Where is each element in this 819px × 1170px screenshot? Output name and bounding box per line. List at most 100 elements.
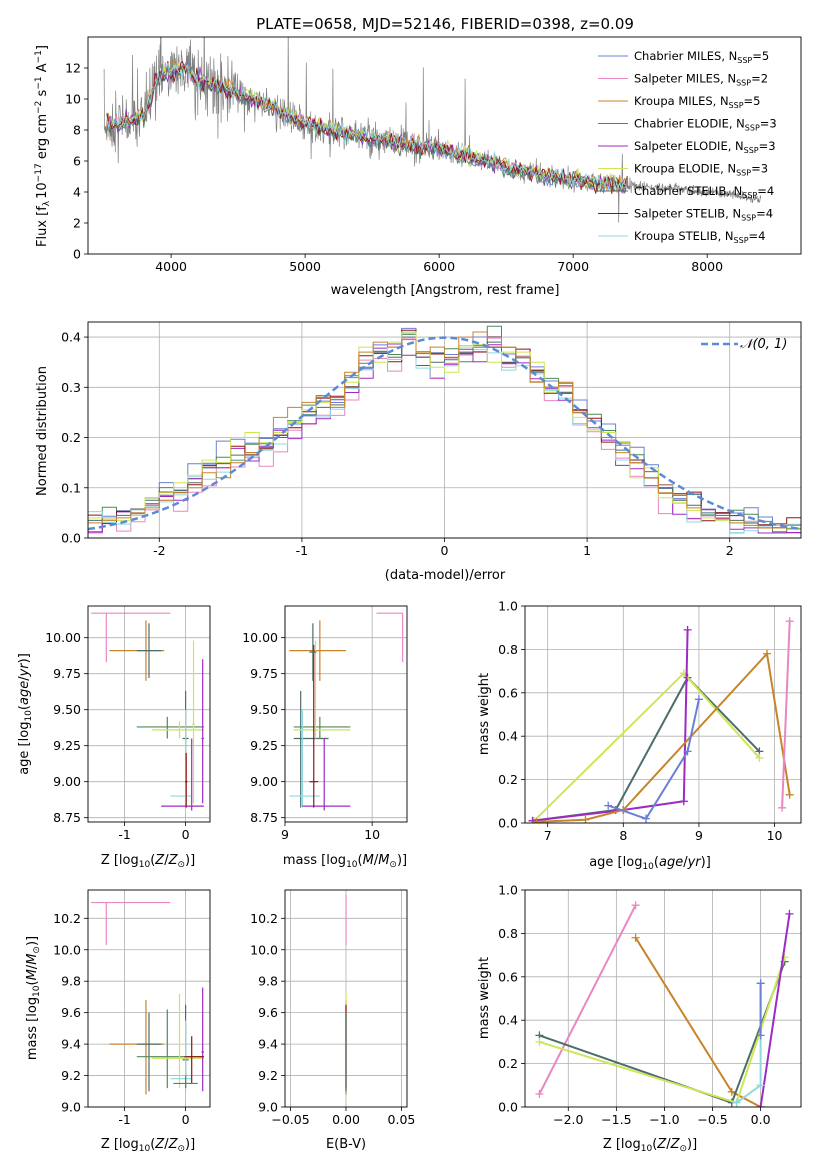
- y-tick-label: 9.4: [258, 1037, 278, 1052]
- data-point-marker: [528, 816, 537, 823]
- data-point-marker: [727, 1087, 736, 1096]
- series-salpeter-elodie: [756, 909, 794, 1107]
- spectrum-xlabel: wavelength [Angstrom, rest frame]: [331, 283, 560, 298]
- spectrum-ylabel: Flux [fλ10−17 erg cm−2 s−1 A−1]: [34, 45, 52, 247]
- data-point-marker: [756, 1103, 765, 1107]
- mass-vs-z-xlabel: Z [log10(Z/Z⊙)]: [101, 1137, 195, 1154]
- y-tick-label: 0.3: [61, 380, 81, 395]
- axes-frame: [524, 605, 802, 824]
- data-point-marker: [532, 817, 541, 823]
- data-point-marker: [778, 803, 787, 812]
- weight-vs-age-plot-area: 7 8 9 10 0.0 0.2 0.4 0.6 0.8 1.0: [498, 599, 802, 843]
- x-tick-label: -1: [296, 543, 308, 558]
- histogram-kroupa-miles: [88, 331, 801, 538]
- legend-entry: Salpeter STELIB, NSSP=4: [634, 207, 773, 223]
- y-tick-label: 8.75: [250, 810, 278, 825]
- y-tick-label: 0.2: [498, 1056, 518, 1071]
- series-line: [759, 913, 791, 1107]
- series-chabrier-miles: [604, 695, 703, 823]
- weight-vs-age-panel: 7 8 9 10 0.0 0.2 0.4 0.6 0.8 1.0 age [log10(age/y…: [477, 599, 802, 872]
- age-vs-z-ylabel: age [log10(age/yr)]: [17, 653, 34, 775]
- y-tick-label: 1.0: [498, 883, 518, 898]
- age-vs-z-xlabel: Z [log10(Z/Z⊙)]: [101, 853, 195, 870]
- normal-legend-label: 𝒩(0, 1): [740, 337, 787, 352]
- y-tick-label: 9.0: [61, 1100, 81, 1115]
- series-line: [634, 937, 762, 1107]
- x-tick-label: 0.00: [332, 1112, 360, 1127]
- errorbar-kroupa-stelib: [289, 709, 320, 808]
- weight-vs-age-xlabel: age [log10(age/yr)]: [589, 855, 711, 872]
- legend-entry: Kroupa STELIB, NSSP=4: [634, 229, 765, 245]
- axes-frame: [87, 36, 802, 255]
- errorbar-salpeter-stelib: [184, 752, 188, 808]
- axes-frame: [524, 889, 802, 1108]
- errorbar-kroupa-elodie: [293, 640, 351, 739]
- errorbar-kroupa-miles: [289, 620, 346, 681]
- y-tick-label: 0.6: [498, 969, 518, 984]
- y-tick-label: 9.25: [250, 738, 278, 753]
- series-kroupa-miles: [532, 649, 794, 823]
- weight-vs-z-panel: −2.0 −1.5 −1.0 −0.5 0.0 0.0 0.2 0.4 0.6 0.8 1.0 Z …: [477, 883, 802, 1154]
- age-vs-mass-plot-area: 9 10 8.75 9.00 9.25 9.50 9.75 10.00: [242, 605, 408, 842]
- y-tick-label: 0.4: [61, 330, 81, 345]
- y-tick-label: 9.8: [61, 974, 81, 989]
- x-tick-label: 5000: [289, 259, 321, 274]
- y-tick-label: 9.00: [53, 774, 81, 789]
- data-point-marker: [641, 814, 650, 823]
- age-vs-z-plot-area: -1 0 8.75 9.00 9.25 9.50 9.75 10.00: [45, 605, 211, 842]
- x-tick-label: 9: [695, 828, 703, 843]
- y-tick-label: 8: [73, 123, 81, 138]
- y-tick-label: 9.25: [53, 738, 81, 753]
- plot-content: [88, 325, 801, 538]
- errorbar-salpeter-elodie: [302, 738, 351, 811]
- series-salpeter-elodie: [528, 625, 692, 823]
- spectrum-title: PLATE=0658, MJD=52146, FIBERID=0398, z=0…: [256, 15, 634, 33]
- axes-frame: [87, 321, 802, 539]
- errorbar-kroupa-miles: [109, 1000, 165, 1095]
- data-point-marker: [755, 753, 764, 762]
- errorbar-salpeter-stelib: [184, 1036, 204, 1084]
- legend-entry: Chabrier STELIB, NSSP=4: [634, 184, 774, 200]
- x-tick-label: 2: [726, 543, 734, 558]
- x-tick-label: 10: [767, 828, 783, 843]
- y-tick-label: 1.0: [498, 599, 518, 614]
- errorbar-salpeter-miles: [91, 612, 171, 663]
- x-tick-label: 0.0: [751, 1112, 771, 1127]
- age-vs-mass-xlabel: mass [log10(M/M⊙)]: [283, 853, 407, 870]
- plot-content: [528, 617, 794, 823]
- grid-lines: [88, 322, 801, 539]
- errorbar-salpeter-elodie: [201, 659, 204, 804]
- y-tick-label: 10.2: [250, 911, 278, 926]
- x-tick-label: 8000: [691, 259, 723, 274]
- errorbar-kroupa-elodie: [152, 721, 204, 739]
- series-line: [607, 699, 700, 820]
- x-tick-label: 10: [364, 827, 380, 842]
- series-chabrier-miles: [756, 979, 765, 1040]
- x-tick-label: 9: [281, 827, 289, 842]
- y-tick-label: 0.8: [498, 642, 518, 657]
- y-tick-label: 9.4: [61, 1037, 81, 1052]
- errorbar-chabrier-stelib: [309, 623, 317, 681]
- mass-vs-ebv-xlabel: E(B-V): [326, 1137, 366, 1152]
- data-point-marker: [631, 901, 640, 910]
- data-point-marker: [604, 801, 613, 810]
- data-point-marker: [785, 790, 794, 799]
- errorbar-salpeter-elodie: [161, 738, 204, 811]
- legend-entry: Salpeter ELODIE, NSSP=3: [634, 139, 776, 155]
- errorbar-salpeter-elodie: [201, 987, 204, 1092]
- normal-curve: [88, 336, 801, 531]
- weight-vs-age-ylabel: mass weight: [477, 673, 492, 755]
- y-tick-label: 0.1: [61, 480, 81, 495]
- y-tick-label: 9.6: [258, 1005, 278, 1020]
- data-point-marker: [535, 1037, 544, 1046]
- y-tick-label: 9.50: [53, 702, 81, 717]
- residual-histogram-panel: -2 -1 0 1 2 0.0 0.1 0.2 0.3 0.4 (data-model)/erro…: [35, 321, 802, 583]
- model-spectrum-chabrier-stelib: [106, 62, 627, 194]
- y-tick-label: 9.8: [258, 974, 278, 989]
- data-point-marker: [535, 1089, 544, 1098]
- y-tick-label: 0: [73, 247, 81, 262]
- data-point-marker: [762, 649, 771, 658]
- y-tick-label: 12: [65, 61, 81, 76]
- y-tick-label: 10: [65, 92, 81, 107]
